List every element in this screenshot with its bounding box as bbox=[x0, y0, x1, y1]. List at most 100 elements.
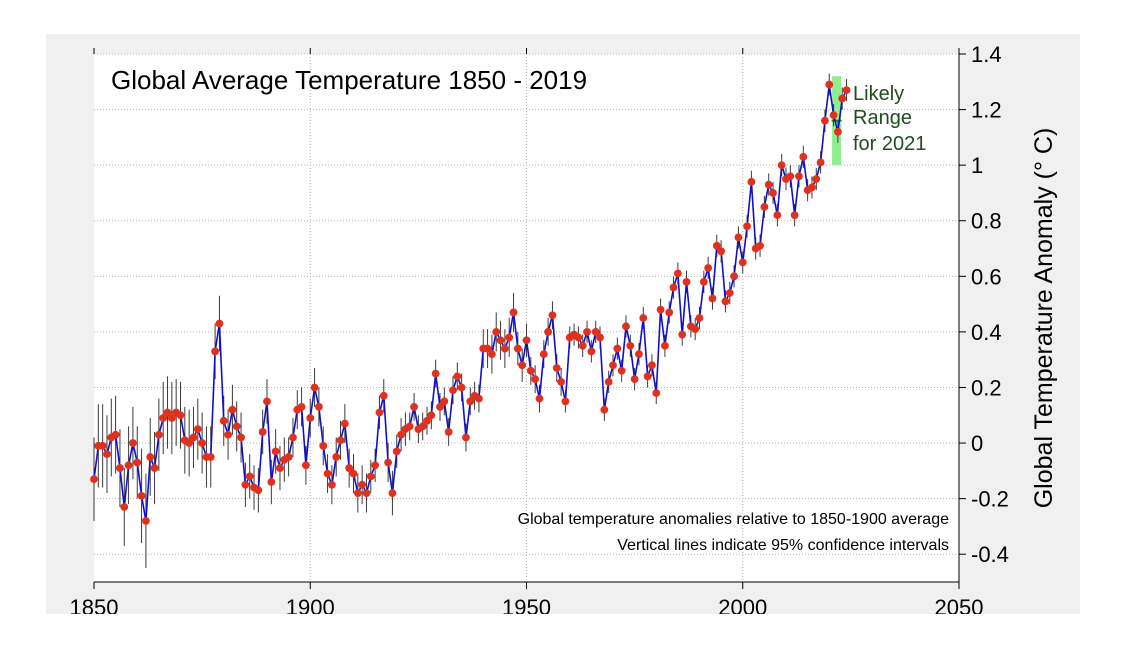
data-point-1986 bbox=[678, 330, 687, 339]
data-point-1877 bbox=[206, 453, 215, 461]
data-point-1995 bbox=[717, 247, 726, 256]
data-point-1962 bbox=[574, 333, 583, 342]
x-tick-label-0: 1850 bbox=[70, 595, 119, 614]
data-point-2018 bbox=[816, 158, 825, 167]
y-tick-label-5: 0.6 bbox=[971, 264, 1002, 289]
data-point-1866 bbox=[159, 414, 168, 422]
data-point-1868 bbox=[167, 414, 176, 422]
y-tick-label-6: 0.8 bbox=[971, 209, 1002, 234]
data-point-1992 bbox=[704, 264, 713, 272]
data-point-2002 bbox=[747, 177, 756, 186]
data-point-1855 bbox=[111, 430, 120, 439]
data-point-2008 bbox=[773, 211, 782, 220]
data-point-2020 bbox=[825, 80, 834, 89]
data-point-1921 bbox=[397, 430, 405, 439]
data-point-1884 bbox=[237, 433, 245, 442]
data-point-1881 bbox=[224, 430, 232, 439]
data-point-1911 bbox=[353, 489, 362, 497]
data-point-2000 bbox=[738, 258, 747, 267]
data-point-1874 bbox=[193, 425, 202, 434]
x-tick-label-3: 2000 bbox=[718, 595, 767, 614]
data-point-1926 bbox=[418, 422, 427, 431]
data-point-1984 bbox=[669, 283, 678, 292]
data-point-1996 bbox=[721, 297, 730, 306]
likely-range-label-3: for 2021 bbox=[853, 133, 926, 155]
data-point-1920 bbox=[392, 447, 401, 456]
data-point-1966 bbox=[591, 327, 600, 336]
temperature-chart: 1850 1900 1950 2000 2050 -0.4 -0.2 0 0.2 0.4 0.6 0.… bbox=[70, 42, 1058, 614]
annotation-1: Global temperature anomalies relative to… bbox=[518, 511, 949, 528]
data-point-1898 bbox=[297, 403, 306, 411]
data-point-2017 bbox=[812, 175, 821, 183]
data-point-2021 bbox=[829, 111, 838, 120]
data-point-1946 bbox=[505, 333, 514, 342]
data-point-1993 bbox=[708, 294, 717, 303]
data-point-1853 bbox=[103, 450, 111, 459]
data-point-1934 bbox=[453, 372, 462, 381]
data-point-1954 bbox=[539, 350, 548, 359]
data-point-1963 bbox=[578, 341, 587, 350]
data-point-1865 bbox=[154, 430, 163, 439]
data-point-1902 bbox=[315, 403, 323, 411]
data-point-1936 bbox=[462, 433, 470, 442]
y-tick-label-2: 0 bbox=[971, 431, 983, 456]
data-point-1964 bbox=[583, 327, 591, 336]
y-tick-label-4: 0.4 bbox=[971, 320, 1002, 345]
data-point-1899 bbox=[302, 461, 310, 470]
data-point-1969 bbox=[604, 378, 613, 386]
data-point-1904 bbox=[323, 469, 332, 478]
data-point-2013 bbox=[795, 172, 803, 181]
data-point-1994 bbox=[712, 241, 721, 250]
data-point-1976 bbox=[635, 350, 643, 359]
data-point-2016 bbox=[808, 183, 816, 192]
data-point-1989 bbox=[691, 325, 700, 334]
data-point-1999 bbox=[734, 233, 743, 242]
data-point-1929 bbox=[431, 369, 440, 378]
data-point-1970 bbox=[609, 361, 617, 370]
data-point-1860 bbox=[133, 458, 142, 467]
data-point-1944 bbox=[496, 336, 505, 345]
data-point-1927 bbox=[423, 416, 431, 425]
data-point-2001 bbox=[743, 222, 751, 231]
data-point-1886 bbox=[245, 472, 254, 481]
data-point-1972 bbox=[617, 366, 626, 375]
data-point-1912 bbox=[358, 480, 367, 489]
data-point-1952 bbox=[531, 375, 540, 384]
data-point-1907 bbox=[336, 436, 345, 445]
data-point-2022 bbox=[834, 127, 842, 136]
data-point-1880 bbox=[219, 416, 228, 425]
data-point-1974 bbox=[626, 341, 635, 350]
data-point-1924 bbox=[410, 403, 418, 411]
data-point-2011 bbox=[786, 172, 795, 181]
data-point-1998 bbox=[730, 272, 738, 281]
data-point-1893 bbox=[276, 464, 284, 472]
data-point-1857 bbox=[120, 503, 129, 511]
data-point-1852 bbox=[98, 441, 107, 450]
data-point-1859 bbox=[129, 439, 137, 447]
data-point-1965 bbox=[587, 347, 596, 356]
data-point-1957 bbox=[552, 364, 561, 372]
data-point-1916 bbox=[375, 408, 384, 417]
data-point-1945 bbox=[500, 344, 509, 353]
data-point-1941 bbox=[483, 344, 492, 353]
data-point-1910 bbox=[349, 469, 358, 478]
data-point-1882 bbox=[228, 405, 237, 414]
data-point-1901 bbox=[310, 383, 319, 392]
data-point-2012 bbox=[790, 211, 799, 220]
data-point-1895 bbox=[284, 453, 293, 461]
data-point-1891 bbox=[267, 478, 276, 486]
data-point-1948 bbox=[513, 344, 522, 353]
x-tick-label-2: 1950 bbox=[502, 595, 551, 614]
data-point-1987 bbox=[682, 277, 691, 286]
data-point-1906 bbox=[332, 453, 341, 461]
x-tick-label-4: 2050 bbox=[935, 595, 984, 614]
y-tick-label-9: 1.4 bbox=[971, 42, 1002, 67]
data-point-1979 bbox=[648, 361, 656, 370]
likely-range-label-1: Likely bbox=[853, 83, 904, 105]
y-tick-label-8: 1.2 bbox=[971, 98, 1002, 123]
axes bbox=[93, 48, 966, 589]
data-point-1923 bbox=[405, 422, 414, 431]
data-point-1949 bbox=[518, 361, 527, 370]
data-point-1973 bbox=[622, 322, 630, 331]
data-point-1977 bbox=[639, 314, 648, 322]
